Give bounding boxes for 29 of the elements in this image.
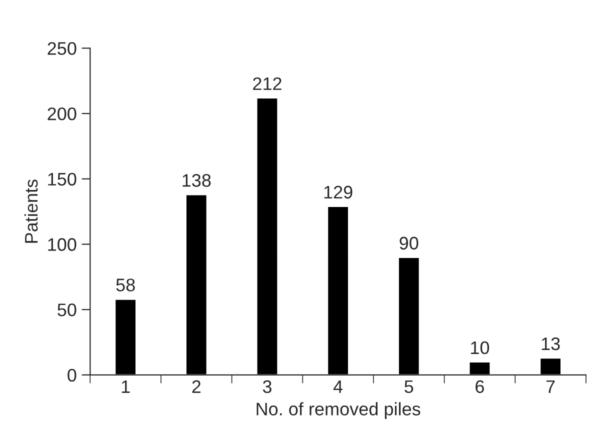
x-tick-label: 1 [122, 380, 130, 393]
y-tick-label: 100 [48, 238, 76, 251]
data-label: 129 [324, 186, 352, 199]
data-label: 212 [253, 77, 282, 90]
bar [326, 206, 350, 375]
y-tick-label: 200 [48, 107, 76, 120]
x-tick-label: 5 [404, 380, 414, 394]
x-tick-label: 3 [262, 380, 272, 394]
data-label: 138 [182, 174, 211, 187]
bar [539, 357, 562, 375]
bar [468, 361, 492, 375]
y-tick-label: 50 [58, 304, 76, 316]
y-tick-label: 0 [68, 368, 76, 382]
x-tick-label: 6 [476, 380, 484, 394]
y-tick-label: 250 [48, 42, 76, 55]
bar [185, 194, 208, 375]
bar [256, 97, 279, 375]
data-label: 13 [542, 337, 560, 350]
x-tick-label: 2 [192, 380, 201, 393]
data-label: 90 [400, 236, 418, 250]
data-label: 10 [471, 341, 490, 354]
bar [114, 298, 137, 375]
bar [398, 256, 420, 375]
data-label: 58 [116, 278, 135, 292]
x-axis-title: No. of removed piles [256, 402, 420, 420]
y-axis-title: Patients [24, 180, 38, 243]
y-tick-label: 150 [48, 172, 76, 186]
x-tick-label: 4 [333, 380, 343, 393]
x-tick-label: 7 [546, 380, 555, 393]
